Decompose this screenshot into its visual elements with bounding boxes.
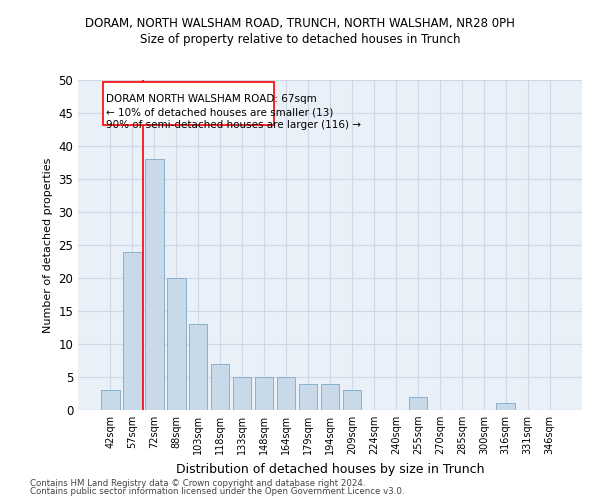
- Text: 90% of semi-detached houses are larger (116) →: 90% of semi-detached houses are larger (…: [106, 120, 361, 130]
- Bar: [101, 390, 119, 410]
- Bar: [233, 377, 251, 410]
- Bar: [320, 384, 340, 410]
- Text: DORAM NORTH WALSHAM ROAD: 67sqm: DORAM NORTH WALSHAM ROAD: 67sqm: [106, 94, 317, 104]
- Bar: [167, 278, 185, 410]
- Text: DORAM, NORTH WALSHAM ROAD, TRUNCH, NORTH WALSHAM, NR28 0PH: DORAM, NORTH WALSHAM ROAD, TRUNCH, NORTH…: [85, 18, 515, 30]
- Bar: [145, 159, 164, 410]
- Y-axis label: Number of detached properties: Number of detached properties: [43, 158, 53, 332]
- Bar: [189, 324, 208, 410]
- Text: Contains public sector information licensed under the Open Government Licence v3: Contains public sector information licen…: [30, 487, 404, 496]
- Bar: [277, 377, 295, 410]
- Bar: [496, 404, 515, 410]
- Bar: [343, 390, 361, 410]
- FancyBboxPatch shape: [103, 82, 274, 125]
- Bar: [255, 377, 274, 410]
- Bar: [211, 364, 229, 410]
- Bar: [299, 384, 317, 410]
- X-axis label: Distribution of detached houses by size in Trunch: Distribution of detached houses by size …: [176, 462, 484, 475]
- Bar: [123, 252, 142, 410]
- Text: ← 10% of detached houses are smaller (13): ← 10% of detached houses are smaller (13…: [106, 107, 333, 117]
- Bar: [409, 397, 427, 410]
- Text: Contains HM Land Registry data © Crown copyright and database right 2024.: Contains HM Land Registry data © Crown c…: [30, 478, 365, 488]
- Text: Size of property relative to detached houses in Trunch: Size of property relative to detached ho…: [140, 32, 460, 46]
